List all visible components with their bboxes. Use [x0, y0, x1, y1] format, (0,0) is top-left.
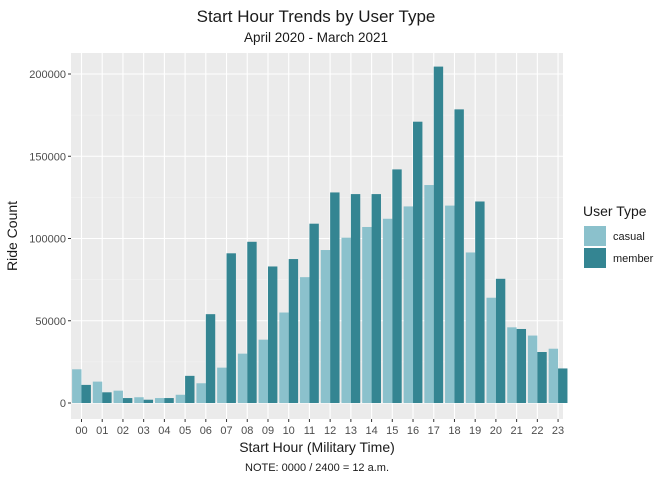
bars [72, 66, 568, 404]
legend-label-casual: casual [613, 231, 645, 243]
bar-member-13 [350, 194, 361, 403]
bar-member-18 [454, 109, 464, 404]
x-tick-label: 08 [241, 425, 253, 437]
bar-member-09 [267, 266, 278, 403]
x-tick-label: 16 [407, 425, 419, 437]
bar-member-21 [516, 328, 527, 403]
bar-casual-07 [217, 367, 227, 403]
bar-member-16 [413, 121, 423, 403]
bar-member-22 [537, 352, 547, 403]
bar-casual-22 [527, 335, 538, 403]
legend-swatch-casual [584, 226, 606, 246]
bar-member-08 [247, 241, 257, 403]
x-tick-label: 01 [96, 425, 108, 437]
bar-member-00 [81, 384, 91, 403]
x-tick-label: 00 [75, 425, 87, 437]
legend: User Type casual member [583, 203, 654, 268]
bar-member-15 [392, 169, 402, 403]
bar-casual-06 [196, 383, 206, 403]
legend-swatch-member [584, 248, 606, 268]
bar-casual-09 [258, 339, 268, 403]
x-tick-label: 19 [469, 425, 481, 437]
x-tick-label: 10 [283, 425, 295, 437]
bar-casual-02 [113, 390, 123, 403]
bar-casual-13 [341, 237, 351, 403]
x-tick-label: 21 [510, 425, 522, 437]
x-tick-label: 04 [158, 425, 170, 437]
bar-member-11 [309, 223, 319, 403]
x-tick-label: 06 [200, 425, 212, 437]
x-tick-label: 07 [220, 425, 232, 437]
x-tick-label: 14 [365, 425, 377, 437]
bar-member-06 [205, 314, 216, 403]
x-tick-label: 17 [428, 425, 440, 437]
bar-casual-01 [92, 381, 103, 403]
legend-label-member: member [613, 253, 654, 265]
bar-member-14 [371, 194, 381, 403]
y-tick-label: 200000 [29, 69, 66, 81]
x-tick-label: 18 [448, 425, 460, 437]
bar-casual-12 [320, 250, 331, 403]
bar-member-04 [164, 398, 174, 403]
bar-casual-00 [72, 369, 82, 403]
y-tick-label: 100000 [29, 234, 66, 246]
y-axis-title: Ride Count [4, 201, 20, 271]
bar-member-12 [330, 192, 340, 403]
bar-member-17 [433, 66, 444, 403]
bar-member-05 [185, 375, 195, 403]
y-tick-label: 150000 [29, 151, 66, 163]
bar-member-01 [102, 392, 112, 403]
chart-title: Start Hour Trends by User Type [197, 7, 436, 26]
x-tick-label: 13 [345, 425, 357, 437]
y-axis: 0 50000 100000 150000 200000 [29, 69, 71, 410]
bar-casual-15 [382, 218, 393, 403]
bar-member-10 [288, 259, 299, 403]
bar-casual-16 [403, 206, 414, 403]
bar-member-19 [475, 201, 485, 403]
bar-casual-14 [362, 226, 372, 403]
x-axis-title: Start Hour (Military Time) [239, 439, 395, 455]
x-tick-label: 22 [531, 425, 543, 437]
x-tick-label: 12 [324, 425, 336, 437]
x-tick-label: 05 [179, 425, 191, 437]
x-tick-label: 09 [262, 425, 274, 437]
bar-casual-04 [154, 398, 165, 403]
x-tick-label: 20 [490, 425, 502, 437]
bar-member-03 [143, 399, 154, 403]
y-tick-label: 0 [60, 398, 66, 410]
bar-casual-20 [486, 297, 496, 403]
x-tick-label: 02 [117, 425, 129, 437]
chart-caption: NOTE: 0000 / 2400 = 12 a.m. [245, 462, 389, 474]
x-tick-label: 11 [304, 425, 315, 437]
chart-subtitle: April 2020 - March 2021 [244, 30, 388, 45]
x-tick-label: 23 [552, 425, 564, 437]
y-tick-label: 50000 [35, 316, 66, 328]
bar-member-02 [122, 398, 133, 403]
bar-member-07 [226, 253, 236, 403]
x-axis: 00 01 02 03 04 05 06 07 08 09 10 11 12 13 14 15 16 17 18 19… [75, 419, 564, 437]
bar-casual-23 [548, 348, 559, 403]
bar-casual-17 [424, 185, 434, 403]
bar-member-23 [558, 368, 568, 403]
bar-casual-21 [507, 327, 517, 403]
bar-member-20 [495, 278, 506, 403]
bar-casual-05 [175, 394, 186, 403]
bar-casual-03 [134, 397, 144, 403]
bar-casual-10 [279, 312, 289, 403]
bar-casual-18 [445, 205, 455, 403]
legend-title: User Type [583, 203, 647, 219]
x-tick-label: 15 [386, 425, 398, 437]
bar-casual-19 [465, 252, 476, 403]
bar-casual-08 [237, 353, 248, 403]
x-tick-label: 03 [138, 425, 150, 437]
bar-casual-11 [300, 277, 310, 403]
